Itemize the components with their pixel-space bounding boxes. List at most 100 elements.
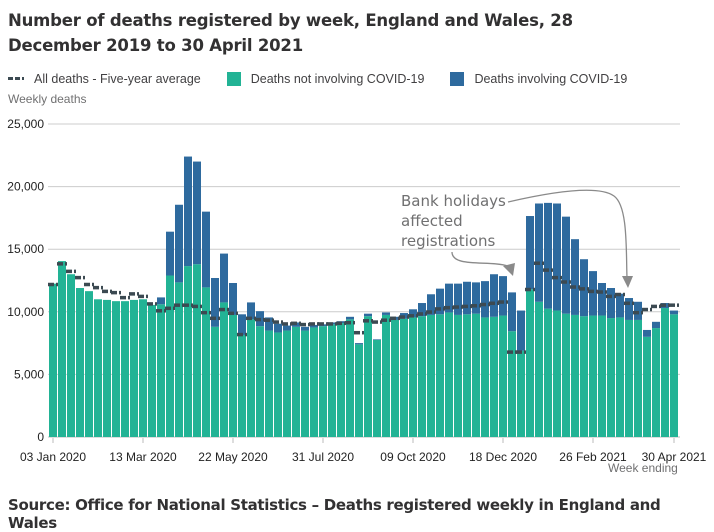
bar-covid bbox=[490, 274, 498, 317]
average-dash bbox=[300, 322, 306, 327]
y-tick-label: 10,000 bbox=[7, 305, 44, 319]
bar-covid bbox=[310, 324, 318, 328]
covid-swatch-icon bbox=[450, 72, 465, 86]
average-dash bbox=[444, 305, 450, 310]
bar-covid bbox=[301, 326, 309, 331]
average-dash bbox=[291, 321, 297, 326]
average-dash bbox=[399, 315, 405, 319]
bar-non-covid bbox=[670, 314, 678, 437]
bar-covid bbox=[517, 310, 525, 351]
average-dash bbox=[516, 350, 522, 354]
bar-covid bbox=[211, 277, 219, 327]
average-dash bbox=[245, 332, 247, 337]
y-axis-title: Weekly deaths bbox=[8, 92, 87, 106]
average-dash bbox=[660, 303, 666, 307]
bar-non-covid bbox=[508, 331, 516, 437]
bar-non-covid bbox=[472, 313, 480, 437]
average-dash bbox=[309, 322, 315, 326]
bar-covid bbox=[274, 323, 282, 333]
bar-covid bbox=[454, 283, 462, 315]
x-tick-label: 26 Feb 2021 bbox=[559, 450, 627, 464]
average-dash bbox=[435, 307, 441, 311]
bar-non-covid bbox=[490, 316, 498, 437]
bar-non-covid bbox=[139, 299, 147, 437]
average-dash bbox=[570, 285, 576, 289]
legend-item-average[interactable]: All deaths - Five-year average bbox=[8, 72, 201, 86]
bar-non-covid bbox=[427, 314, 435, 437]
bar-covid bbox=[229, 283, 237, 315]
bar-covid bbox=[463, 281, 471, 315]
average-dash bbox=[155, 302, 157, 306]
average-dash bbox=[677, 303, 679, 307]
average-dash bbox=[542, 261, 544, 265]
bar-non-covid bbox=[292, 326, 300, 437]
bar-covid bbox=[409, 309, 417, 318]
bar-covid bbox=[481, 281, 489, 318]
average-dash bbox=[462, 304, 468, 309]
average-dash bbox=[128, 295, 130, 300]
average-dash bbox=[327, 322, 333, 326]
bar-covid bbox=[553, 203, 561, 311]
legend-item-covid[interactable]: Deaths involving COVID-19 bbox=[450, 72, 627, 86]
bar-non-covid bbox=[58, 261, 66, 437]
average-dash bbox=[336, 321, 342, 326]
bar-non-covid bbox=[400, 318, 408, 437]
average-dash bbox=[408, 314, 414, 318]
average-dash bbox=[417, 312, 423, 316]
bar-non-covid bbox=[328, 324, 336, 437]
bar-covid bbox=[652, 321, 660, 329]
source-note: Source: Office for National Statistics –… bbox=[8, 496, 661, 532]
bar-non-covid bbox=[463, 314, 471, 437]
bar-non-covid bbox=[652, 328, 660, 437]
bar-non-covid bbox=[238, 334, 246, 437]
y-axis: 0 5,000 10,000 15,000 20,000 25,000 bbox=[7, 117, 44, 444]
average-dash bbox=[101, 285, 103, 290]
bar-non-covid bbox=[256, 326, 264, 437]
legend-label-non-covid: Deaths not involving COVID-19 bbox=[250, 72, 425, 86]
average-dash bbox=[588, 289, 594, 294]
bar-non-covid bbox=[364, 316, 372, 437]
average-dash bbox=[597, 290, 603, 294]
bar-non-covid bbox=[247, 319, 255, 437]
average-dash bbox=[551, 268, 553, 272]
average-dash bbox=[164, 309, 166, 313]
bar-covid bbox=[634, 301, 642, 320]
average-dash bbox=[489, 301, 495, 306]
bar-non-covid bbox=[535, 301, 543, 437]
bar-non-covid bbox=[373, 339, 381, 437]
bar-non-covid bbox=[481, 317, 489, 437]
average-dash bbox=[192, 304, 198, 309]
average-dash bbox=[111, 290, 117, 295]
bar-covid bbox=[346, 316, 354, 320]
average-dash bbox=[498, 300, 504, 304]
average-dash bbox=[209, 310, 211, 315]
average-dash bbox=[642, 307, 648, 312]
legend-item-non-covid[interactable]: Deaths not involving COVID-19 bbox=[226, 72, 425, 86]
average-dash bbox=[282, 322, 288, 326]
bar-covid bbox=[508, 292, 516, 332]
bar-non-covid bbox=[211, 326, 219, 437]
bar-non-covid bbox=[346, 319, 354, 437]
legend-label-covid: Deaths involving COVID-19 bbox=[474, 72, 628, 86]
x-tick-label: 03 Jan 2020 bbox=[20, 450, 86, 464]
bar-non-covid bbox=[130, 299, 138, 437]
average-dash bbox=[228, 311, 234, 316]
bar-non-covid bbox=[220, 302, 228, 437]
average-dash bbox=[219, 307, 225, 312]
bar-non-covid bbox=[274, 332, 282, 437]
average-dash bbox=[92, 282, 94, 287]
average-dash bbox=[560, 275, 562, 280]
average-dash bbox=[210, 316, 216, 321]
average-dash bbox=[318, 322, 324, 326]
average-dash bbox=[93, 285, 99, 290]
average-dash bbox=[146, 294, 148, 299]
bar-non-covid bbox=[562, 313, 570, 437]
x-tick-label: 13 Mar 2020 bbox=[109, 450, 177, 464]
bar-non-covid bbox=[436, 314, 444, 437]
bar-non-covid bbox=[553, 310, 561, 437]
bar-covid bbox=[598, 283, 606, 316]
bar-covid bbox=[175, 204, 183, 283]
bar-covid bbox=[625, 298, 633, 320]
bar-non-covid bbox=[94, 299, 102, 437]
